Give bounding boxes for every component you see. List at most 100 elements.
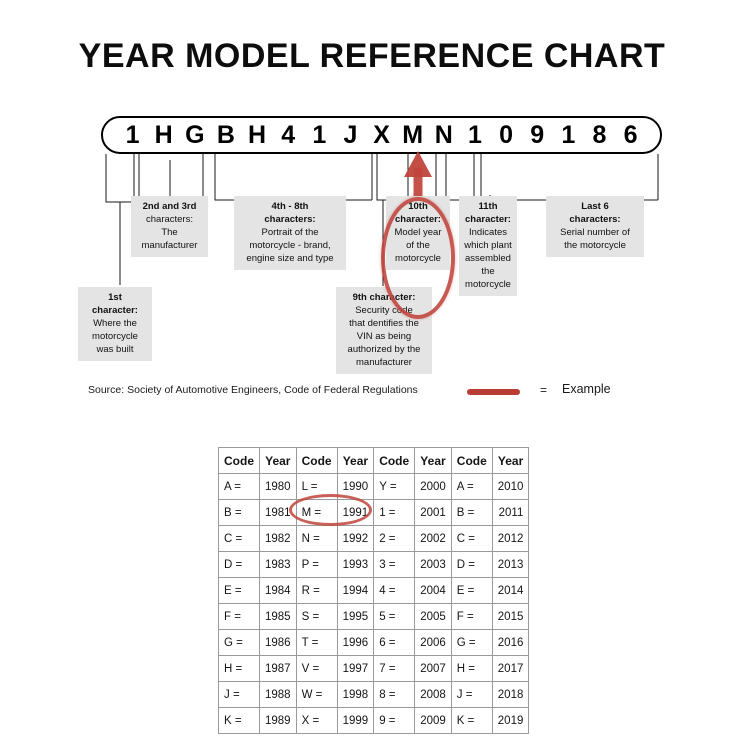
table-cell-year: 1987 <box>259 655 297 682</box>
table-cell-year: 1986 <box>259 629 297 656</box>
table-cell-year: 1996 <box>336 629 375 656</box>
callout-11th-character: 11th character: Indicates which plant as… <box>459 196 517 296</box>
vin-character-12: 1 <box>467 120 482 149</box>
table-row: H = 1987 V = 1997 7 = 2007 H = 2017 <box>218 655 530 682</box>
table-row: B = 1981 M = 1991 1 = 2001 B = 2011 <box>218 499 530 526</box>
vin-character-10: M <box>402 120 424 149</box>
callout-line: Serial number of <box>560 227 630 238</box>
table-header-cell-2: Year <box>259 447 297 474</box>
callout-line: VIN as being <box>356 331 412 342</box>
table-cell-code: K = <box>218 707 260 734</box>
vin-character-11: N <box>434 120 453 149</box>
table-cell-code: 9 = <box>373 707 416 734</box>
callout-line: characters: <box>264 214 316 225</box>
table-row: K = 1989 X = 1999 9 = 2009 K = 2019 <box>218 707 530 734</box>
callout-line: that dentifies the <box>349 318 419 329</box>
table-cell-year: 2005 <box>414 603 452 630</box>
callout-4th-8th-characters: 4th - 8th characters: Portrait of the mo… <box>234 196 346 270</box>
vin-character-1: 1 <box>125 120 140 149</box>
table-cell-year: 1989 <box>259 707 297 734</box>
highlight-circle-m-1991 <box>289 494 372 526</box>
vin-character-2: H <box>154 120 173 149</box>
callout-line: characters: <box>569 214 621 225</box>
year-code-table-container: Code Year Code Year Code Year Code Year A = 1980… <box>218 447 530 734</box>
callout-heading: 9th character: <box>352 292 416 303</box>
callout-line: motorcycle - brand, <box>249 240 331 251</box>
table-header-row: Code Year Code Year Code Year Code Year <box>218 447 530 474</box>
callout-line: engine size and type <box>246 253 334 264</box>
table-cell-code: E = <box>450 577 493 604</box>
table-cell-year: 1995 <box>336 603 375 630</box>
table-header-cell-8: Year <box>491 447 530 474</box>
table-cell-code: C = <box>218 525 260 552</box>
callout-line: which plant <box>464 240 512 251</box>
vin-character-7: 1 <box>312 120 327 149</box>
table-cell-code: Y = <box>373 473 416 500</box>
table-cell-code: F = <box>218 603 260 630</box>
table-cell-year: 1982 <box>259 525 297 552</box>
callout-line: character: <box>92 305 138 316</box>
vin-character-16: 8 <box>592 120 607 149</box>
vin-character-4: B <box>216 120 235 149</box>
table-cell-year: 2019 <box>491 707 530 734</box>
vin-character-6: 4 <box>281 120 296 149</box>
table-cell-year: 2002 <box>414 525 452 552</box>
callout-heading: 2nd and 3rd <box>142 201 197 212</box>
table-cell-code: W = <box>295 681 338 708</box>
table-cell-code: B = <box>218 499 260 526</box>
vin-character-14: 9 <box>530 120 545 149</box>
table-cell-code: N = <box>295 525 338 552</box>
table-cell-year: 2013 <box>491 551 530 578</box>
vin-character-17: 6 <box>623 120 638 149</box>
table-cell-code: T = <box>295 629 338 656</box>
callout-line: motorcycle <box>92 331 138 342</box>
table-cell-year: 1998 <box>336 681 375 708</box>
table-cell-code: F = <box>450 603 493 630</box>
table-cell-code: G = <box>218 629 260 656</box>
table-cell-year: 1994 <box>336 577 375 604</box>
callout-line: characters: <box>146 214 193 225</box>
table-cell-code: 3 = <box>373 551 416 578</box>
callout-heading: 1st <box>108 292 122 303</box>
table-row: F = 1985 S = 1995 5 = 2005 F = 2015 <box>218 603 530 630</box>
table-cell-year: 2012 <box>491 525 530 552</box>
callout-heading: Last 6 <box>581 201 609 212</box>
vin-character-9: X <box>373 120 390 149</box>
table-cell-year: 1988 <box>259 681 297 708</box>
table-cell-year: 2009 <box>414 707 452 734</box>
callout-line: the motorcycle <box>564 240 626 251</box>
vin-character-8: J <box>343 120 358 149</box>
table-cell-year: 1984 <box>259 577 297 604</box>
callout-line: manufacturer <box>356 357 412 368</box>
vin-character-3: G <box>185 120 205 149</box>
table-cell-code: R = <box>295 577 338 604</box>
table-cell-code: 5 = <box>373 603 416 630</box>
table-cell-year: 1993 <box>336 551 375 578</box>
table-cell-code: A = <box>450 473 493 500</box>
table-cell-code: 8 = <box>373 681 416 708</box>
table-row: A = 1980 L = 1990 Y = 2000 A = 2010 <box>218 473 530 500</box>
callout-9th-character: 9th character: Security code that dentif… <box>336 287 432 374</box>
table-cell-year: 2011 <box>491 499 530 526</box>
table-cell-year: 2015 <box>491 603 530 630</box>
callout-line: motorcycle <box>465 279 511 290</box>
table-cell-code: V = <box>295 655 338 682</box>
table-cell-code: C = <box>450 525 493 552</box>
table-cell-year: 1983 <box>259 551 297 578</box>
table-row: J = 1988 W = 1998 8 = 2008 J = 2018 <box>218 681 530 708</box>
highlight-circle-10th-character <box>381 197 455 319</box>
table-cell-year: 1992 <box>336 525 375 552</box>
table-cell-code: J = <box>450 681 493 708</box>
vin-character-5: H <box>248 120 267 149</box>
table-body: A = 1980 L = 1990 Y = 2000 A = 2010 B = 1981 M = 19… <box>218 473 530 734</box>
table-row: E = 1984 R = 1994 4 = 2004 E = 2014 <box>218 577 530 604</box>
callout-1st-character: 1st character: Where the motorcycle was … <box>78 287 152 361</box>
source-and-legend-row: Source: Society of Automotive Engineers,… <box>88 382 648 400</box>
table-cell-year: 2016 <box>491 629 530 656</box>
callout-line: The <box>161 227 178 238</box>
callout-line: manufacturer <box>141 240 198 251</box>
table-cell-code: 2 = <box>373 525 416 552</box>
table-cell-code: 7 = <box>373 655 416 682</box>
table-cell-code: S = <box>295 603 338 630</box>
table-cell-code: X = <box>295 707 338 734</box>
